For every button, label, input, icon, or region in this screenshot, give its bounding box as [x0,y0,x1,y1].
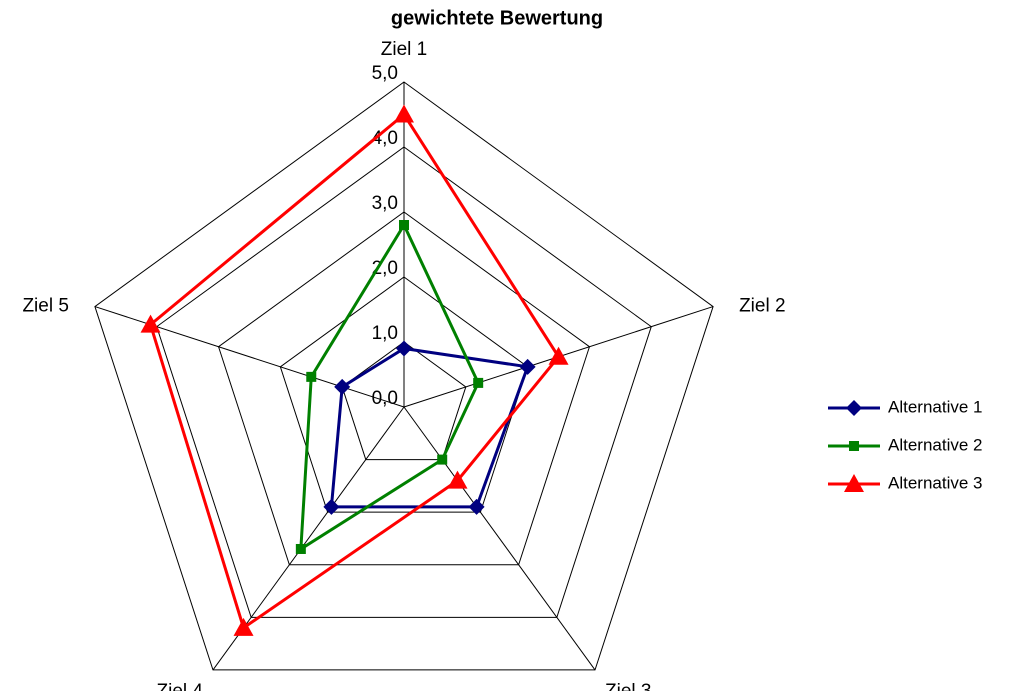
marker [519,358,536,375]
category-label: Ziel 2 [739,296,785,317]
spoke [403,406,596,671]
r-tick-label: 4,0 [372,128,398,149]
r-tick-label: 0,0 [372,388,398,409]
grid-line [156,146,652,618]
legend-text: Alternative 3 [888,473,983,492]
r-tick-label: 1,0 [372,323,398,344]
category-label: Ziel 1 [381,39,427,60]
marker [323,498,340,515]
r-tick-label: 2,0 [372,258,398,279]
category-label: Ziel 5 [22,296,68,317]
r-tick-label: 3,0 [372,193,398,214]
grid-line [279,276,529,513]
legend-text: Alternative 2 [888,435,983,454]
marker [844,474,864,492]
grid-line [94,81,714,671]
marker [437,454,448,465]
legend-text: Alternative 1 [888,397,983,416]
category-label: Ziel 4 [157,681,204,691]
marker [334,378,351,395]
r-tick-label: 5,0 [372,63,398,84]
series-line [148,112,561,631]
marker [468,498,485,515]
marker [295,543,306,554]
series-line [299,221,480,552]
marker [846,400,862,416]
marker [447,470,468,489]
chart-title: gewichtete Bewertung [391,7,603,29]
marker [394,104,414,123]
marker [399,220,409,230]
marker [233,617,254,636]
category-label: Ziel 3 [605,681,651,691]
marker [548,346,569,365]
marker [849,441,859,451]
series-line [329,346,530,509]
grid-line [217,211,591,566]
marker [140,314,161,333]
marker [473,377,484,388]
marker [306,371,317,382]
marker [396,340,412,357]
spoke [94,306,405,408]
